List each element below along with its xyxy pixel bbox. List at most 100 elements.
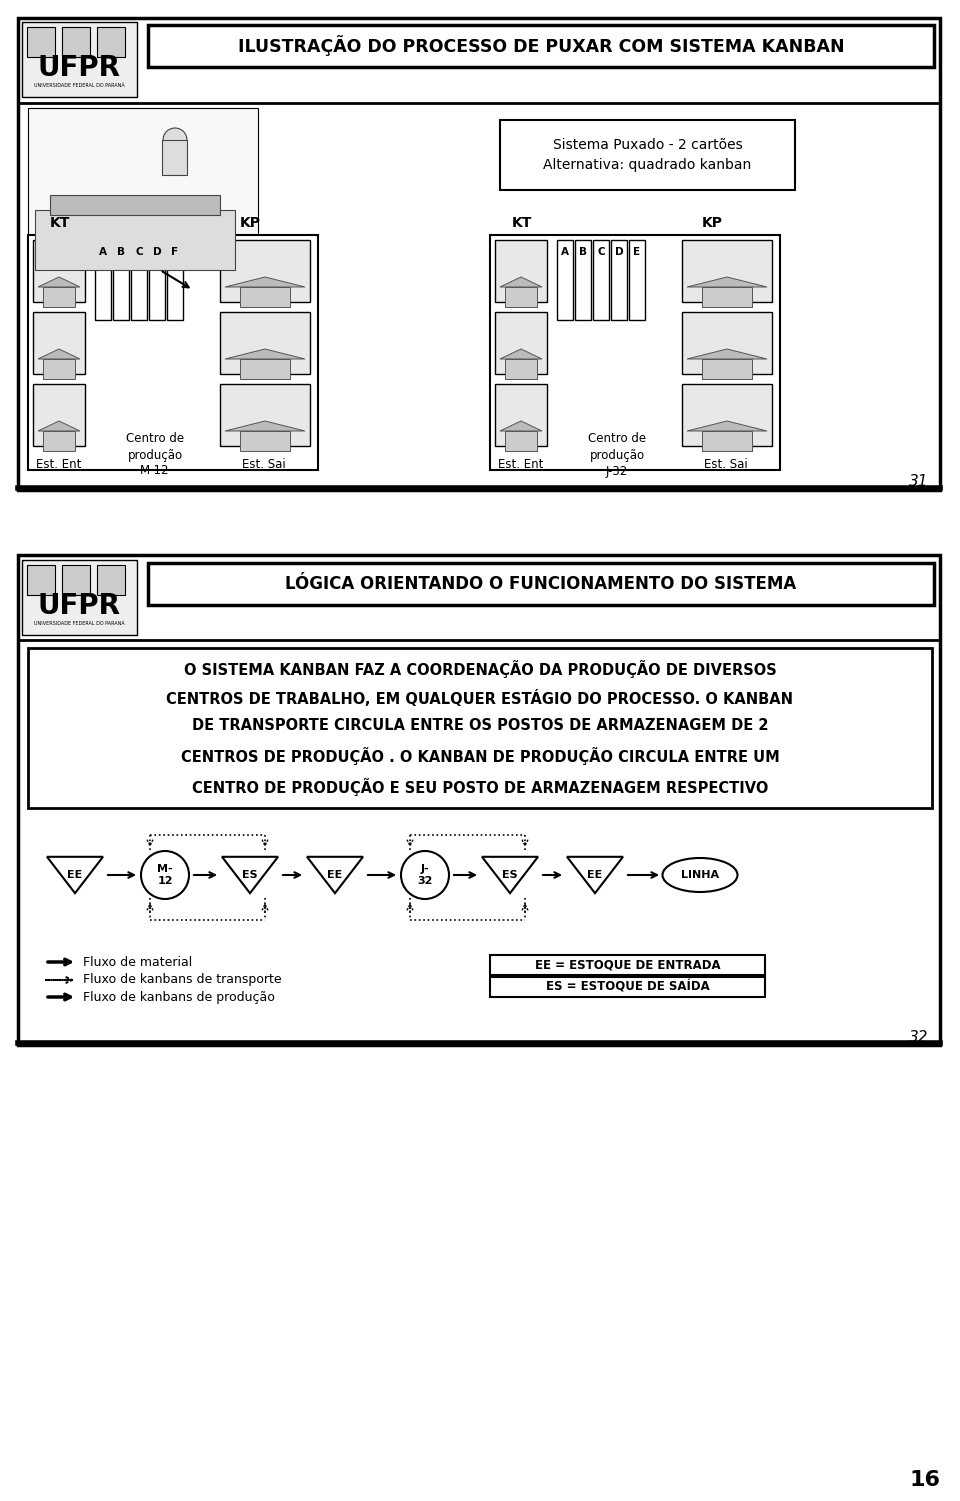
- Text: UFPR: UFPR: [38, 54, 121, 83]
- Bar: [220, 240, 310, 302]
- Bar: [240, 287, 290, 308]
- Bar: [490, 955, 765, 976]
- Bar: [33, 240, 85, 302]
- Bar: [682, 384, 772, 446]
- Polygon shape: [500, 420, 542, 431]
- Text: ES: ES: [242, 871, 258, 880]
- Bar: [557, 240, 573, 320]
- Bar: [43, 431, 75, 450]
- Bar: [22, 560, 137, 635]
- Text: F: F: [172, 248, 179, 257]
- Polygon shape: [500, 278, 542, 287]
- Polygon shape: [38, 278, 80, 287]
- Bar: [62, 27, 90, 57]
- Bar: [97, 27, 125, 57]
- Bar: [35, 210, 235, 270]
- Polygon shape: [225, 420, 305, 431]
- Bar: [18, 555, 940, 1045]
- Text: M-
12: M- 12: [157, 865, 173, 886]
- Circle shape: [401, 851, 449, 899]
- Polygon shape: [567, 857, 623, 893]
- Text: EE: EE: [327, 871, 343, 880]
- Bar: [18, 18, 940, 489]
- Bar: [629, 240, 645, 320]
- Circle shape: [163, 128, 187, 152]
- Text: A: A: [561, 248, 569, 257]
- Text: Est. Sai: Est. Sai: [242, 458, 286, 470]
- Bar: [505, 359, 537, 378]
- Text: KP: KP: [239, 216, 260, 230]
- Text: ILUSTRAÇÃO DO PROCESSO DE PUXAR COM SISTEMA KANBAN: ILUSTRAÇÃO DO PROCESSO DE PUXAR COM SIST…: [238, 36, 844, 57]
- Text: UFPR: UFPR: [38, 593, 121, 620]
- Text: EE = ESTOQUE DE ENTRADA: EE = ESTOQUE DE ENTRADA: [535, 959, 720, 971]
- Bar: [28, 236, 318, 470]
- Bar: [27, 564, 55, 594]
- Bar: [148, 26, 934, 68]
- Bar: [167, 240, 183, 320]
- Polygon shape: [222, 857, 278, 893]
- Bar: [97, 564, 125, 594]
- Bar: [148, 563, 934, 605]
- Text: EE: EE: [588, 871, 603, 880]
- Bar: [220, 384, 310, 446]
- Text: UNIVERSIDADE FEDERAL DO PARANÁ: UNIVERSIDADE FEDERAL DO PARANÁ: [35, 83, 125, 89]
- Text: ES: ES: [502, 871, 517, 880]
- Bar: [95, 240, 111, 320]
- Bar: [505, 287, 537, 308]
- Text: Est. Ent: Est. Ent: [498, 458, 543, 470]
- Text: B: B: [117, 248, 125, 257]
- Bar: [593, 240, 609, 320]
- Text: ES = ESTOQUE DE SAÍDA: ES = ESTOQUE DE SAÍDA: [545, 980, 709, 994]
- Text: Fluxo de material: Fluxo de material: [83, 956, 192, 968]
- Text: O SISTEMA KANBAN FAZ A COORDENAÇÃO DA PRODUÇÃO DE DIVERSOS
CENTROS DE TRABALHO, : O SISTEMA KANBAN FAZ A COORDENAÇÃO DA PR…: [166, 660, 794, 796]
- Bar: [495, 312, 547, 374]
- Polygon shape: [38, 350, 80, 359]
- Polygon shape: [225, 350, 305, 359]
- Text: C: C: [597, 248, 605, 257]
- Bar: [500, 120, 795, 191]
- Bar: [149, 240, 165, 320]
- Bar: [28, 108, 258, 299]
- Bar: [702, 359, 752, 378]
- Bar: [495, 384, 547, 446]
- Bar: [490, 977, 765, 997]
- Circle shape: [141, 851, 189, 899]
- Text: D: D: [153, 248, 161, 257]
- Text: Fluxo de kanbans de transporte: Fluxo de kanbans de transporte: [83, 974, 281, 986]
- Text: LINHA: LINHA: [681, 871, 719, 880]
- Polygon shape: [687, 350, 767, 359]
- Bar: [33, 384, 85, 446]
- Bar: [28, 648, 932, 808]
- Text: J-
32: J- 32: [418, 865, 433, 886]
- Bar: [682, 240, 772, 302]
- Bar: [240, 431, 290, 450]
- Text: EE: EE: [67, 871, 83, 880]
- Text: Est. Ent: Est. Ent: [36, 458, 82, 470]
- Text: Centro de
produção
J-32: Centro de produção J-32: [588, 432, 646, 477]
- Polygon shape: [500, 350, 542, 359]
- Ellipse shape: [662, 859, 737, 892]
- Text: 32: 32: [908, 1030, 928, 1045]
- Bar: [27, 27, 55, 57]
- Polygon shape: [307, 857, 363, 893]
- Text: C: C: [135, 248, 143, 257]
- Bar: [425, 826, 620, 935]
- Polygon shape: [225, 278, 305, 287]
- Polygon shape: [687, 420, 767, 431]
- Text: LÓGICA ORIENTANDO O FUNCIONAMENTO DO SISTEMA: LÓGICA ORIENTANDO O FUNCIONAMENTO DO SIS…: [285, 575, 797, 593]
- Polygon shape: [47, 857, 103, 893]
- Bar: [50, 195, 220, 215]
- Bar: [611, 240, 627, 320]
- Text: 16: 16: [909, 1469, 940, 1490]
- Text: 31: 31: [908, 474, 928, 489]
- Bar: [575, 240, 591, 320]
- Text: KT: KT: [50, 216, 70, 230]
- Bar: [113, 240, 129, 320]
- Bar: [165, 826, 360, 935]
- Bar: [682, 312, 772, 374]
- Text: KP: KP: [702, 216, 723, 230]
- Bar: [495, 240, 547, 302]
- Text: A: A: [99, 248, 107, 257]
- Polygon shape: [687, 278, 767, 287]
- Text: B: B: [579, 248, 587, 257]
